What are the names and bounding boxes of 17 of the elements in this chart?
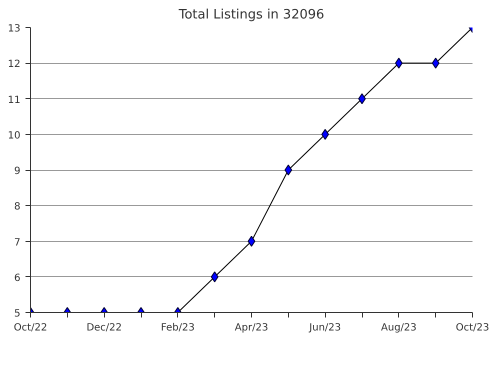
y-tick-label: 11 [8,94,21,106]
x-tick-label: Dec/22 [86,322,122,334]
y-tick-label: 5 [14,308,21,320]
y-tick-label: 9 [14,166,21,177]
x-tick-label: Oct/23 [456,322,490,334]
y-tick-label: 12 [8,59,21,70]
y-tick-label: 7 [14,237,21,248]
y-tick-label: 10 [8,130,21,142]
y-tick-label: 13 [8,24,21,34]
chart-title: Total Listings in 32096 [178,8,324,22]
x-tick-label: Jun/23 [308,322,342,334]
x-tick-label: Feb/23 [160,322,195,334]
x-tick-label: Oct/22 [14,322,48,334]
x-tick-label: Aug/23 [381,322,417,334]
y-tick-label: 8 [14,202,21,213]
x-tick-label: Apr/23 [234,322,268,334]
y-tick-label: 6 [14,272,21,284]
